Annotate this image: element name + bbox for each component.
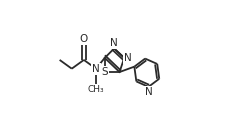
Text: N: N xyxy=(124,53,132,63)
Text: CH₃: CH₃ xyxy=(88,85,104,94)
Text: O: O xyxy=(80,34,88,44)
Text: S: S xyxy=(101,67,108,77)
Text: N: N xyxy=(110,38,118,48)
Text: N: N xyxy=(145,87,152,97)
Text: N: N xyxy=(92,64,100,74)
